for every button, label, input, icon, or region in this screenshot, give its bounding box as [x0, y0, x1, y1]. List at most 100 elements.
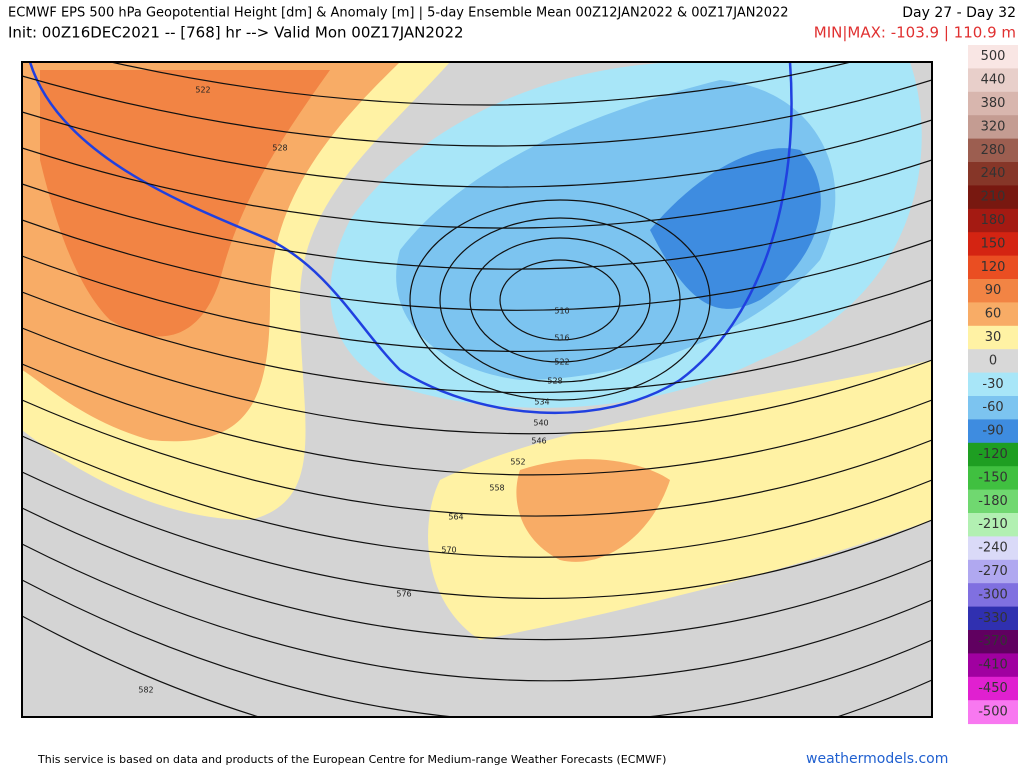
- contour-label: 582: [138, 686, 153, 695]
- colorbar-swatch: [968, 489, 1018, 514]
- colorbar: 500 440 380 320 280 240 210 180 150 120 90 60 30 0 -30…: [968, 45, 1018, 725]
- colorbar-swatch: [968, 583, 1018, 608]
- colorbar-label: -210: [978, 517, 1008, 532]
- contour-label: 528: [272, 144, 287, 153]
- contour-line: [439, 217, 681, 383]
- contour-line: [22, 183, 932, 270]
- contour-line: [22, 147, 932, 229]
- colorbar-label: -410: [978, 658, 1008, 673]
- colorbar-label: -270: [978, 564, 1008, 579]
- colorbar-label: 500: [981, 49, 1006, 64]
- colorbar-label: -500: [978, 704, 1008, 719]
- colorbar-label: -370: [978, 634, 1008, 649]
- colorbar-swatch: [968, 45, 1018, 69]
- colorbar-label: 240: [981, 166, 1006, 181]
- colorbar-label: -60: [982, 400, 1003, 415]
- anomaly-pos: [428, 360, 932, 640]
- contours: 522 528 510 516 522 528 534 540 546 552 558 564 570 5…: [22, 62, 932, 717]
- title: ECMWF EPS 500 hPa Geopotential Height [d…: [8, 6, 789, 21]
- colorbar-swatch: [968, 325, 1018, 350]
- colorbar-label: 0: [989, 353, 997, 368]
- colorbar-label: -300: [978, 587, 1008, 602]
- map-frame: [21, 61, 933, 718]
- contour-label: 522: [554, 358, 569, 367]
- contour-line: [22, 219, 932, 311]
- contour-line: [409, 199, 711, 401]
- colorbar-label: -150: [978, 470, 1008, 485]
- colorbar-swatch: [968, 91, 1018, 116]
- site[interactable]: weathermodels.com: [806, 751, 948, 767]
- init: Init: 00Z16DEC2021 -- [768] hr --> Valid…: [8, 24, 464, 42]
- colorbar-label: -330: [978, 611, 1008, 626]
- colorbar-swatch: [968, 68, 1018, 93]
- colorbar-swatch: [968, 653, 1018, 678]
- colorbar-swatch: [968, 513, 1018, 537]
- minmax: MIN|MAX: -103.9 | 110.9 m: [814, 24, 1016, 42]
- colorbar-swatch: [968, 208, 1018, 233]
- contour-line: [22, 615, 932, 717]
- contour-line: [22, 507, 932, 641]
- contour-line: [22, 363, 932, 476]
- contour-line: [469, 237, 651, 363]
- colorbar-label: -450: [978, 681, 1008, 696]
- contour-label: 558: [489, 484, 504, 493]
- colorbar-swatch: [968, 115, 1018, 140]
- colorbar-swatch: [968, 185, 1018, 210]
- colorbar-swatch: [968, 419, 1018, 444]
- contour-line: [22, 291, 932, 394]
- colorbar-swatch: [968, 700, 1018, 725]
- colorbar-swatch: [968, 162, 1018, 186]
- colorbar-label: -90: [982, 424, 1003, 439]
- contour-label: 516: [554, 334, 569, 343]
- contour-label: 564: [448, 513, 463, 522]
- colorbar-swatch: [968, 349, 1018, 374]
- contour-label: 528: [547, 377, 562, 386]
- contour-label: 534: [534, 398, 549, 407]
- colorbar-label: 60: [985, 307, 1002, 322]
- contour-label: 570: [441, 546, 456, 555]
- colorbar-swatch: [968, 138, 1018, 163]
- contour-line: [22, 543, 932, 682]
- colorbar-label: 380: [981, 96, 1006, 111]
- contour-line: [22, 435, 932, 558]
- contour-line: [22, 111, 932, 188]
- colorbar-swatch: [968, 676, 1018, 701]
- contour-line: [22, 399, 932, 517]
- anomaly-neg: [650, 148, 821, 309]
- colorbar-label: 30: [985, 330, 1002, 345]
- colorbar-swatch: [968, 466, 1018, 491]
- contour-line: [22, 255, 932, 352]
- contour-line: [22, 75, 932, 147]
- colorbar-label: 320: [981, 119, 1006, 134]
- colorbar-swatch: [968, 232, 1018, 257]
- colorbar-label: 120: [981, 260, 1006, 275]
- colorbar-swatch: [968, 442, 1018, 467]
- colorbar-swatch: [968, 255, 1018, 280]
- colorbar-swatch: [968, 279, 1018, 303]
- colorbar-label: 180: [981, 213, 1006, 228]
- contour-line: [22, 471, 932, 600]
- colorbar-label: 210: [981, 190, 1006, 205]
- contour-label: 576: [396, 590, 411, 599]
- colorbar-label: 150: [981, 236, 1006, 251]
- colorbar-swatch: [968, 536, 1018, 561]
- colorbar-label: 280: [981, 143, 1006, 158]
- reference-contour: [28, 62, 793, 415]
- period: Day 27 - Day 32: [902, 5, 1016, 21]
- map: 522 528 510 516 522 528 534 540 546 552 558 564 570 5…: [22, 62, 932, 717]
- colorbar-swatch: [968, 302, 1018, 327]
- credit: This service is based on data and produc…: [37, 753, 666, 766]
- colorbar-swatch: [968, 559, 1018, 584]
- colorbar-swatch: [968, 396, 1018, 420]
- contour-label: 510: [554, 307, 569, 316]
- contour-line: [22, 327, 932, 435]
- anomaly-pos: [516, 459, 670, 562]
- colorbar-label: -30: [982, 377, 1003, 392]
- colorbar-label: -240: [978, 541, 1008, 556]
- contour-line: [108, 62, 854, 106]
- colorbar-label: 440: [981, 73, 1006, 88]
- contour-label: 540: [533, 419, 548, 428]
- colorbar-swatch: [968, 606, 1018, 631]
- colorbar-label: -180: [978, 494, 1008, 509]
